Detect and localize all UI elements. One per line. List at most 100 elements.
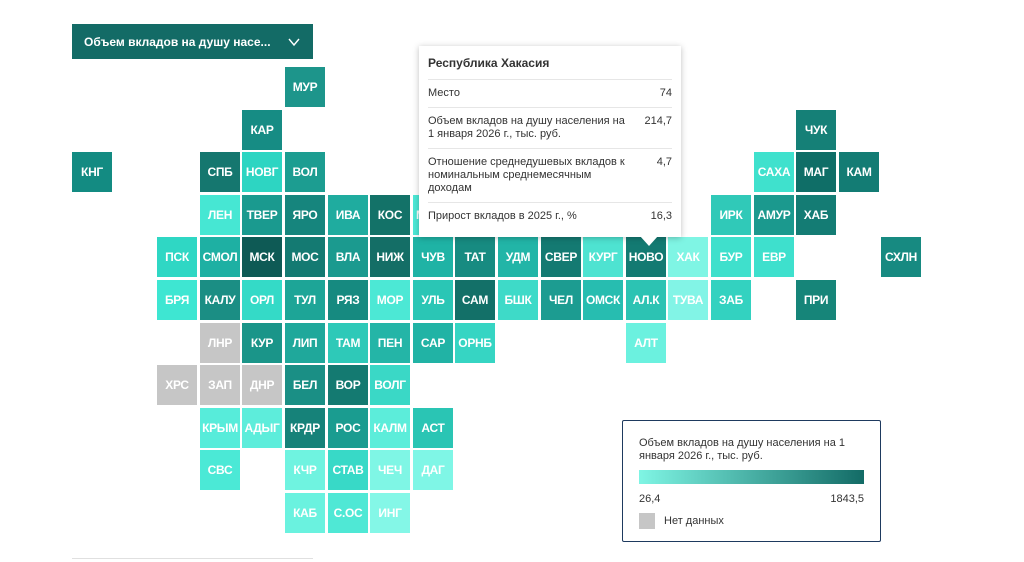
tooltip-row-label: Место	[428, 87, 460, 99]
region-tile[interactable]: ТАМ	[328, 323, 368, 363]
region-tile[interactable]: ИВА	[328, 195, 368, 235]
region-tile[interactable]: ИНГ	[370, 493, 410, 533]
dropdown-label: Объем вкладов на душу насе...	[84, 34, 271, 49]
region-tile[interactable]: МОР	[370, 280, 410, 320]
region-tile[interactable]: КЧР	[285, 450, 325, 490]
tooltip-row-value: 4,7	[656, 156, 672, 168]
region-tile[interactable]: ЧЕЛ	[541, 280, 581, 320]
region-tile[interactable]: ЛНР	[200, 323, 240, 363]
tooltip-row-label: Прирост вкладов в 2025 г., %	[428, 210, 577, 222]
region-tile[interactable]: ХАБ	[796, 195, 836, 235]
region-tile[interactable]: САХА	[754, 152, 794, 192]
region-tile[interactable]: ХРС	[157, 365, 197, 405]
legend-min: 26,4	[639, 493, 661, 505]
tooltip-row: Прирост вкладов в 2025 г., % 16,3	[428, 203, 672, 230]
region-tile[interactable]: КОС	[370, 195, 410, 235]
region-tile[interactable]: ВЛА	[328, 237, 368, 277]
legend-title: Объем вкладов на душу населения на 1 янв…	[639, 437, 845, 462]
region-tile[interactable]: КНГ	[72, 152, 112, 192]
region-tile[interactable]: ЛЕН	[200, 195, 240, 235]
tooltip-row-value: 16,3	[650, 210, 672, 222]
region-tile[interactable]: ПРИ	[796, 280, 836, 320]
region-tile[interactable]: КУРГ	[583, 237, 623, 277]
region-tile[interactable]: ЗАБ	[711, 280, 751, 320]
tooltip-row: Место 74	[428, 80, 672, 108]
tooltip-row: Отношение среднедушевых вкладов к номина…	[428, 149, 672, 203]
region-tile[interactable]: ЗАП	[200, 365, 240, 405]
region-tile[interactable]: РЯЗ	[328, 280, 368, 320]
tooltip-pointer	[640, 236, 658, 246]
no-data-swatch	[639, 513, 655, 529]
region-tile[interactable]: ЕВР	[754, 237, 794, 277]
region-tile[interactable]: КАР	[242, 110, 282, 150]
region-tile[interactable]: ТВЕР	[242, 195, 282, 235]
region-tile[interactable]: ЧЕЧ	[370, 450, 410, 490]
region-tile[interactable]: СВЕР	[541, 237, 581, 277]
chevron-down-icon	[288, 38, 300, 46]
region-tile[interactable]: ТУЛ	[285, 280, 325, 320]
region-tile[interactable]: АЛТ	[626, 323, 666, 363]
region-tile[interactable]: ВОЛ	[285, 152, 325, 192]
region-tile[interactable]: КРЫМ	[200, 408, 240, 448]
region-tile[interactable]: ИРК	[711, 195, 751, 235]
tooltip-row-value: 214,7	[644, 115, 672, 127]
region-tile[interactable]: КАБ	[285, 493, 325, 533]
tooltip-row-label: Отношение среднедушевых вкладов к номина…	[428, 156, 625, 194]
region-tile[interactable]: УДМ	[498, 237, 538, 277]
region-tile[interactable]: АДЫГ	[242, 408, 282, 448]
indicator-dropdown[interactable]: Объем вкладов на душу насе...	[72, 24, 313, 59]
region-tooltip: Республика Хакасия Место 74 Объем вкладо…	[419, 46, 681, 237]
region-tile[interactable]: КУР	[242, 323, 282, 363]
region-tile[interactable]: МОС	[285, 237, 325, 277]
region-tile[interactable]: АМУР	[754, 195, 794, 235]
region-tile[interactable]: КРДР	[285, 408, 325, 448]
region-tile[interactable]: БУР	[711, 237, 751, 277]
region-tile[interactable]: АСТ	[413, 408, 453, 448]
region-tile[interactable]: НОВГ	[242, 152, 282, 192]
region-tile[interactable]: СПБ	[200, 152, 240, 192]
region-tile[interactable]: МСК	[242, 237, 282, 277]
region-tile[interactable]: СХЛН	[881, 237, 921, 277]
region-tile[interactable]: С.ОС	[328, 493, 368, 533]
region-tile[interactable]: ВОР	[328, 365, 368, 405]
region-tile[interactable]: МАГ	[796, 152, 836, 192]
region-tile[interactable]: АЛ.К	[626, 280, 666, 320]
region-tile[interactable]: ПЕН	[370, 323, 410, 363]
tooltip-title: Республика Хакасия	[428, 46, 672, 80]
region-tile[interactable]: БЕЛ	[285, 365, 325, 405]
tooltip-row: Объем вкладов на душу населения на 1 янв…	[428, 108, 672, 149]
region-tile[interactable]: ЧУВ	[413, 237, 453, 277]
region-tile[interactable]: ОРНБ	[455, 323, 495, 363]
tooltip-row-value: 74	[659, 87, 672, 99]
region-tile[interactable]: БРЯ	[157, 280, 197, 320]
region-tile[interactable]: УЛЬ	[413, 280, 453, 320]
region-tile[interactable]: ЛИП	[285, 323, 325, 363]
region-tile[interactable]: КАЛУ	[200, 280, 240, 320]
region-tile[interactable]: ЧУК	[796, 110, 836, 150]
legend-gradient	[639, 470, 864, 484]
region-tile[interactable]: ТУВА	[668, 280, 708, 320]
region-tile[interactable]: КАМ	[839, 152, 879, 192]
region-tile[interactable]: ДАГ	[413, 450, 453, 490]
tooltip-row-label: Объем вкладов на душу населения на 1 янв…	[428, 115, 625, 140]
region-tile[interactable]: КАЛМ	[370, 408, 410, 448]
region-tile[interactable]: ТАТ	[455, 237, 495, 277]
region-tile[interactable]: БШК	[498, 280, 538, 320]
region-tile[interactable]: САМ	[455, 280, 495, 320]
region-tile[interactable]: СМОЛ	[200, 237, 240, 277]
region-tile[interactable]: ОМСК	[583, 280, 623, 320]
region-tile[interactable]: ВОЛГ	[370, 365, 410, 405]
region-tile[interactable]: СВС	[200, 450, 240, 490]
region-tile[interactable]: НИЖ	[370, 237, 410, 277]
legend-max: 1843,5	[830, 493, 864, 505]
region-tile[interactable]: ЯРО	[285, 195, 325, 235]
region-tile[interactable]: МУР	[285, 67, 325, 107]
region-tile[interactable]: РОС	[328, 408, 368, 448]
region-tile[interactable]: ДНР	[242, 365, 282, 405]
region-tile[interactable]: ПСК	[157, 237, 197, 277]
region-tile[interactable]: ОРЛ	[242, 280, 282, 320]
region-tile[interactable]: САР	[413, 323, 453, 363]
region-tile[interactable]: ХАК	[668, 237, 708, 277]
region-tile[interactable]: СТАВ	[328, 450, 368, 490]
